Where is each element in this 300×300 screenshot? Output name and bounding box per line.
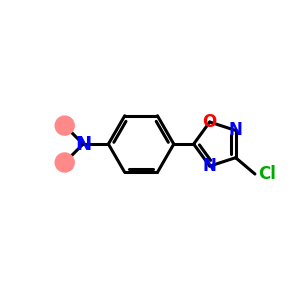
Circle shape [55,116,74,135]
Text: N: N [203,157,217,175]
Circle shape [55,153,74,172]
Text: O: O [202,113,217,131]
Text: N: N [229,122,243,140]
Text: N: N [75,135,91,154]
Text: Cl: Cl [258,165,276,183]
